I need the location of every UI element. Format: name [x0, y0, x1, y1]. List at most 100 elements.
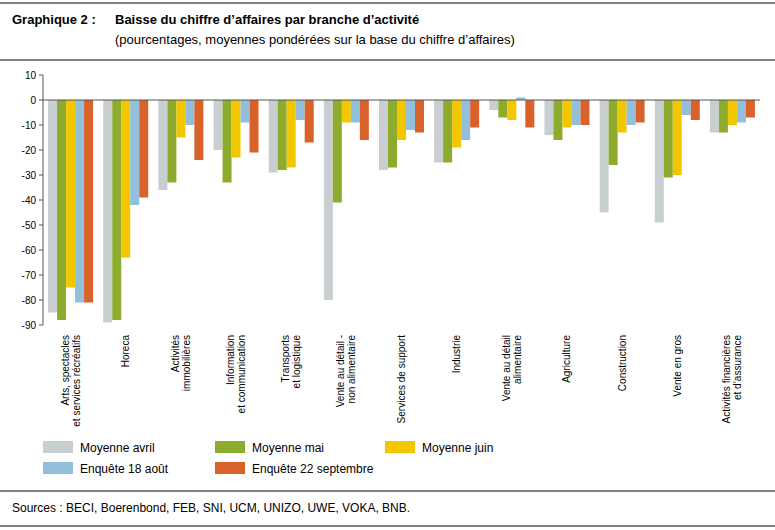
- figure-label: Graphique 2 :: [12, 12, 96, 27]
- rule: [0, 60, 775, 61]
- bar: [185, 100, 194, 125]
- bar: [351, 100, 360, 123]
- y-tick-label: -80: [22, 295, 37, 306]
- bar: [525, 100, 534, 128]
- legend-label: Moyenne juin: [422, 441, 493, 455]
- bar: [103, 100, 112, 323]
- y-tick: [39, 300, 43, 301]
- y-tick-label: -20: [22, 145, 37, 156]
- bar: [406, 100, 415, 130]
- bar: [673, 100, 682, 175]
- y-tick: [39, 125, 43, 126]
- bar: [112, 100, 121, 320]
- bar: [571, 100, 580, 125]
- bar: [305, 100, 314, 143]
- bar: [287, 100, 296, 168]
- bar: [461, 100, 470, 140]
- x-tick-label: Vente au détail -non alimentaire: [335, 335, 357, 408]
- rule: [0, 491, 775, 492]
- bar: [139, 100, 148, 198]
- bar: [636, 100, 645, 123]
- bar: [627, 100, 636, 125]
- bar: [489, 100, 498, 110]
- y-tick: [39, 100, 43, 101]
- bar: [296, 100, 305, 120]
- y-tick: [39, 75, 43, 76]
- bar: [158, 100, 167, 190]
- y-tick-label: 0: [30, 95, 36, 106]
- x-tick-label: Vente en gros: [672, 335, 683, 397]
- bar: [57, 100, 66, 320]
- x-tick-label: Arts, spectacleset services récréatifs: [60, 335, 82, 427]
- zero-line: [43, 100, 760, 101]
- bar: [388, 100, 397, 168]
- y-tick: [39, 225, 43, 226]
- x-tick-label: Services de support: [396, 335, 407, 424]
- x-tick-label: Horeca: [120, 335, 131, 368]
- bar: [223, 100, 232, 183]
- bar: [434, 100, 443, 163]
- bar: [470, 100, 479, 128]
- bar: [415, 100, 424, 133]
- bar: [600, 100, 609, 213]
- bar: [498, 100, 507, 118]
- bar: [333, 100, 342, 203]
- y-tick-label: -70: [22, 270, 37, 281]
- bar: [737, 100, 746, 123]
- source: Sources : BECI, Boerenbond, FEB, SNI, UC…: [12, 501, 410, 515]
- subtitle: (pourcentages, moyennes pondérées sur la…: [115, 32, 515, 47]
- y-tick-label: -90: [22, 320, 37, 331]
- bar: [66, 100, 75, 288]
- legend-swatch: [215, 441, 245, 453]
- bar: [682, 100, 691, 115]
- bar: [75, 100, 84, 303]
- bar: [176, 100, 185, 138]
- bar: [130, 100, 139, 205]
- x-tick-label: Construction: [617, 335, 628, 391]
- bar: [728, 100, 737, 125]
- title: Baisse du chiffre d’affaires par branche…: [115, 12, 419, 27]
- y-tick: [39, 325, 43, 326]
- chart: Graphique 2 : Baisse du chiffre d’affaire…: [0, 0, 775, 530]
- y-tick-label: -10: [22, 120, 37, 131]
- bar: [241, 100, 250, 123]
- bar: [562, 100, 571, 128]
- bar: [194, 100, 203, 160]
- legend-label: Enquête 18 août: [80, 462, 169, 476]
- bar: [121, 100, 130, 258]
- y-tick-label: -50: [22, 220, 37, 231]
- bar: [544, 100, 553, 135]
- legend-swatch: [43, 441, 73, 453]
- bar: [507, 100, 516, 120]
- bar: [269, 100, 278, 173]
- y-tick: [39, 200, 43, 201]
- y-tick-label: -30: [22, 170, 37, 181]
- bar: [746, 100, 755, 118]
- bar: [443, 100, 452, 163]
- bar: [710, 100, 719, 133]
- bar: [324, 100, 333, 300]
- x-tick-label: Informationet communication: [225, 335, 247, 413]
- bar: [397, 100, 406, 140]
- y-tick: [39, 150, 43, 151]
- y-tick: [39, 175, 43, 176]
- bar: [278, 100, 287, 170]
- x-tick-label: Agriculture: [561, 335, 572, 383]
- bar: [360, 100, 369, 140]
- bar: [609, 100, 618, 165]
- bar: [84, 100, 93, 303]
- y-tick: [39, 275, 43, 276]
- bar: [48, 100, 57, 313]
- bar: [553, 100, 562, 140]
- x-tick-label: Industrie: [451, 335, 462, 374]
- bar: [232, 100, 241, 158]
- x-tick-label: Activitésimmobilières: [170, 335, 192, 391]
- legend-label: Moyenne avril: [80, 441, 155, 455]
- bar: [167, 100, 176, 183]
- legend-label: Moyenne mai: [252, 441, 324, 455]
- x-tick-label: Activités financièreset d’assurance: [721, 335, 743, 424]
- bars: [48, 98, 755, 323]
- x-tick-label: Vente au détailalimentaire: [501, 335, 523, 402]
- y-tick-label: -60: [22, 245, 37, 256]
- rule: [0, 526, 775, 527]
